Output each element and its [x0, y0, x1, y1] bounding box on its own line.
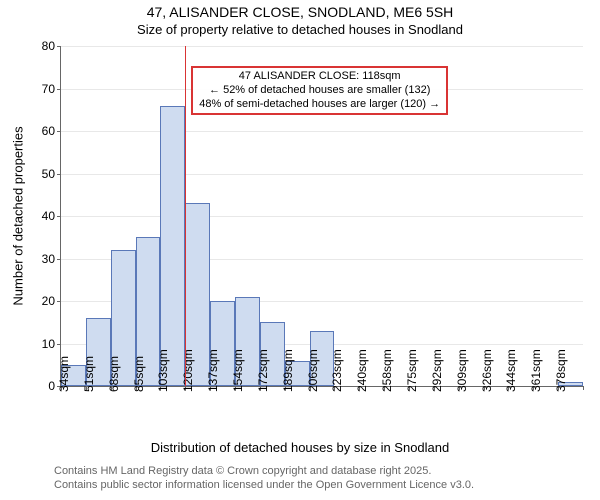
xtick-label: 223sqm — [330, 349, 344, 392]
y-axis-label: Number of detached properties — [11, 126, 26, 305]
chart-title-line1: 47, ALISANDER CLOSE, SNODLAND, ME6 5SH — [0, 4, 600, 20]
annotation-line: 47 ALISANDER CLOSE: 118sqm — [199, 70, 440, 84]
xtick-label: 120sqm — [181, 349, 195, 392]
histogram-bar — [160, 106, 185, 387]
chart-container: 47, ALISANDER CLOSE, SNODLAND, ME6 5SH S… — [0, 0, 600, 500]
xtick-label: 361sqm — [529, 349, 543, 392]
footer-line2: Contains public sector information licen… — [54, 478, 474, 492]
ytick-label: 80 — [42, 39, 61, 53]
xtick-label: 154sqm — [231, 349, 245, 392]
xtick-label: 240sqm — [355, 349, 369, 392]
x-axis-label: Distribution of detached houses by size … — [0, 440, 600, 455]
xtick-label: 206sqm — [306, 349, 320, 392]
xtick-label: 34sqm — [57, 356, 71, 392]
xtick-label: 172sqm — [256, 349, 270, 392]
ytick-label: 20 — [42, 294, 61, 308]
reference-line — [185, 46, 186, 386]
plot-area: 0102030405060708034sqm51sqm68sqm85sqm103… — [60, 46, 583, 387]
ytick-label: 30 — [42, 252, 61, 266]
xtick-label: 309sqm — [455, 349, 469, 392]
xtick-label: 137sqm — [206, 349, 220, 392]
xtick-label: 275sqm — [405, 349, 419, 392]
ytick-label: 40 — [42, 209, 61, 223]
gridline-h — [61, 131, 583, 132]
xtick-label: 85sqm — [132, 356, 146, 392]
xtick-label: 344sqm — [504, 349, 518, 392]
xtick-label: 103sqm — [156, 349, 170, 392]
annotation-box: 47 ALISANDER CLOSE: 118sqm← 52% of detac… — [191, 66, 448, 115]
xtick-label: 258sqm — [380, 349, 394, 392]
xtick-label: 378sqm — [554, 349, 568, 392]
gridline-h — [61, 216, 583, 217]
xtick-mark — [583, 386, 584, 390]
ytick-label: 10 — [42, 337, 61, 351]
annotation-line: 48% of semi-detached houses are larger (… — [199, 98, 440, 112]
chart-title-line2: Size of property relative to detached ho… — [0, 22, 600, 37]
xtick-label: 326sqm — [480, 349, 494, 392]
footer-line1: Contains HM Land Registry data © Crown c… — [54, 464, 474, 478]
ytick-label: 70 — [42, 82, 61, 96]
ytick-label: 50 — [42, 167, 61, 181]
ytick-label: 60 — [42, 124, 61, 138]
xtick-label: 68sqm — [107, 356, 121, 392]
annotation-line: ← 52% of detached houses are smaller (13… — [199, 84, 440, 98]
footer-attribution: Contains HM Land Registry data © Crown c… — [54, 464, 474, 493]
xtick-label: 189sqm — [281, 349, 295, 392]
gridline-h — [61, 174, 583, 175]
gridline-h — [61, 46, 583, 47]
xtick-label: 292sqm — [430, 349, 444, 392]
xtick-label: 51sqm — [82, 356, 96, 392]
